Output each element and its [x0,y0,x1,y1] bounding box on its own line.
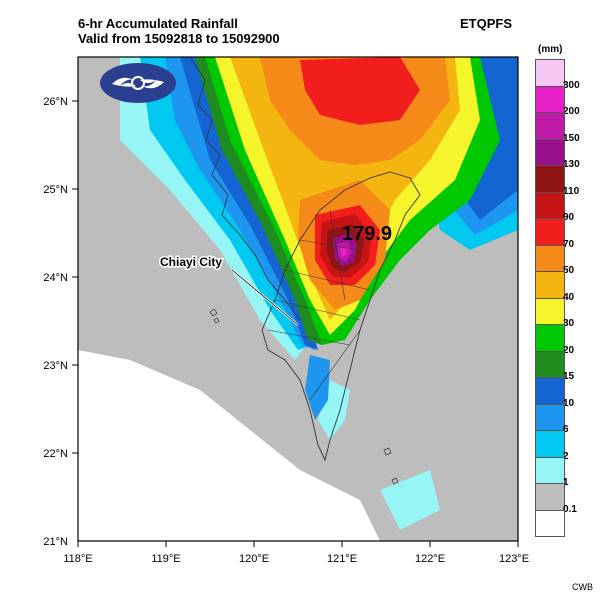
longitude-labels: 118°E 119°E 120°E 121°E 122°E 123°E [63,553,529,565]
legend-label: 0.1 [563,503,577,515]
legend-label: 40 [563,291,575,303]
legend-label: 110 [563,185,580,197]
legend-label: 1 [563,477,569,488]
lon-label-121: 121°E [327,553,357,565]
legend-label: 50 [563,265,575,276]
longitude-ticks [77,541,519,547]
legend-swatch [535,59,565,87]
city-label: Chiayi City [160,255,222,269]
legend-swatch [535,509,565,537]
penghu-islands [209,308,220,324]
city-pointer-line-inner [231,269,299,326]
legend-swatch [535,430,565,458]
legend-label: 200 [563,106,580,117]
lat-label-23: 23°N [43,360,68,372]
legend-swatch [535,456,565,484]
lon-label-123: 123°E [499,553,529,565]
legend-label: 15 [563,371,575,382]
lat-label-25: 25°N [43,184,68,196]
legend-label: 6 [563,424,569,435]
lat-label-26: 26°N [43,96,68,108]
legend-swatch [535,165,565,193]
lon-label-119: 119°E [151,553,180,565]
legend-swatch [535,191,565,219]
legend-label: 150 [563,132,580,144]
product-name: ETQPFS [460,16,513,31]
green-island [383,447,399,485]
legend-label: 70 [563,238,575,250]
legend-swatch [535,297,565,325]
rainfall-field [78,57,518,541]
legend-label: 2 [563,450,569,462]
legend-label: 300 [563,79,580,91]
lat-label-24: 24°N [43,272,68,284]
cwb-logo [100,63,176,103]
lat-label-21: 21°N [43,536,68,548]
lat-label-22: 22°N [43,448,68,460]
latitude-labels: 26°N 25°N 24°N 23°N 22°N 21°N [43,96,68,548]
mainland-coastline [189,56,301,321]
legend-swatch [535,138,565,166]
legend-swatch [535,112,565,140]
map-title: 6-hr Accumulated Rainfall [78,16,238,31]
legend-swatch [535,350,565,378]
lon-label-122: 122°E [415,553,445,565]
legend-unit: (mm) [538,44,563,55]
legend-label: 130 [563,159,580,170]
legend-swatch [535,218,565,246]
max-rainfall-value: 179.9 [342,223,392,245]
lon-label-120: 120°E [239,553,269,565]
legend-label: 90 [563,212,575,223]
county-boundaries [267,209,371,401]
credit-label: CWB [572,582,593,592]
map-frame [77,56,519,542]
map-subtitle: Valid from 15092818 to 15092900 [78,31,280,46]
legend-label: 30 [563,318,575,329]
legend-label: 20 [563,344,575,356]
latitude-ticks [72,100,78,454]
legend-swatch [535,85,565,113]
legend-label: 10 [563,397,575,409]
lon-label-118: 118°E [63,553,92,565]
